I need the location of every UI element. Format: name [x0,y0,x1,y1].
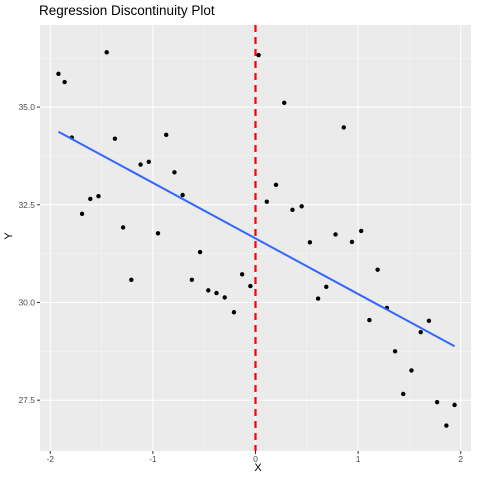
data-point [273,182,279,188]
data-point [401,391,406,397]
data-point [104,50,109,55]
data-point [299,204,304,209]
data-point [62,79,67,85]
data-point [146,159,151,164]
data-point [180,192,185,198]
data-point [333,232,338,237]
data-point [88,196,93,202]
y-tick-label: 32.5 [18,200,35,210]
y-tick-label: 27.5 [18,395,35,405]
data-point [120,225,126,230]
x-tick-label: 2 [458,454,463,464]
data-point [349,239,355,245]
data-point [256,52,261,58]
data-point [324,284,329,290]
data-point [282,100,287,105]
data-point [452,402,457,408]
data-point [248,283,253,289]
data-point [214,290,219,296]
data-point [189,277,195,283]
data-point [222,295,227,300]
data-point [96,193,101,199]
x-tick-label: -1 [149,454,157,464]
x-tick-label: 0 [253,454,258,464]
data-point [392,349,398,354]
data-point [315,296,321,301]
data-point [172,170,177,175]
data-point [197,249,203,255]
axis-ticks: -2 -1 0 1 2 27.5 30.0 32.5 35.0 [18,102,463,464]
data-point [434,399,440,405]
data-point [164,132,169,138]
data-point [290,207,295,213]
data-point [112,136,118,141]
reference-lines [57,25,456,451]
data-point [358,228,364,234]
data-point [444,423,449,428]
x-axis-label: X [254,462,262,474]
scatter-points [56,50,457,428]
data-point [138,162,143,167]
data-point [367,317,372,323]
data-point [155,231,161,236]
chart-title: Regression Discontinuity Plot [39,3,215,18]
data-point [341,125,346,130]
data-point [426,318,432,324]
y-tick-label: 35.0 [18,102,35,112]
data-point [56,71,61,77]
regression-fit-line [57,130,456,348]
data-point [129,277,134,283]
data-point [307,240,313,245]
y-tick-label: 30.0 [18,297,35,307]
x-tick-label: -2 [46,454,54,464]
data-point [418,329,423,335]
x-tick-label: 1 [356,454,361,464]
data-point [79,211,85,216]
data-point [231,310,237,315]
data-point [239,272,245,277]
data-point [409,368,414,373]
y-axis-label: Y [3,232,15,240]
data-point [206,288,211,293]
data-point [375,267,380,272]
data-point [264,199,269,204]
